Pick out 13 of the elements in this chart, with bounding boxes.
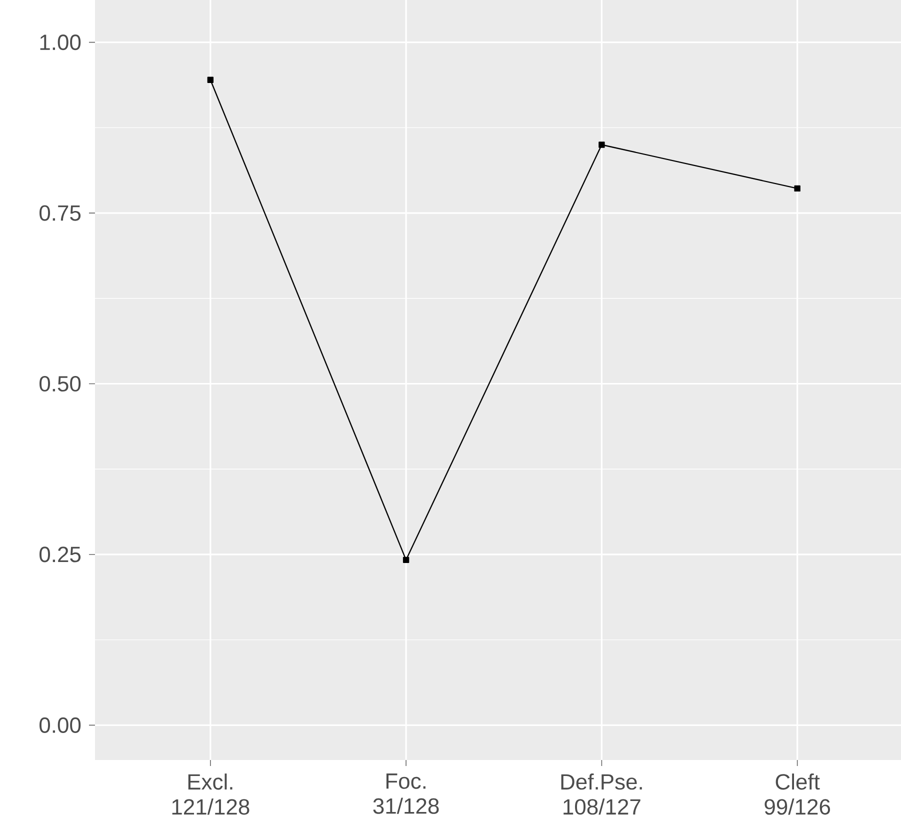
point [598,142,605,148]
x-tick-label: Foc. 31/128 [373,774,439,814]
point [402,556,410,564]
y-tick-label: 1.00 [40,34,81,50]
x-tick-label: Cleft 99/126 [764,774,830,815]
point [794,185,800,192]
y-tick-label: 0.25 [40,546,81,562]
x-tick-label: Excl. 121/128 [172,774,250,815]
y-tick-label: 0.50 [40,376,81,392]
y-tick-label: 0.75 [40,205,81,221]
y-tick-label: 0.00 [40,717,81,733]
point [207,76,214,83]
x-tick-label: Def.Pse. 108/127 [561,774,642,815]
